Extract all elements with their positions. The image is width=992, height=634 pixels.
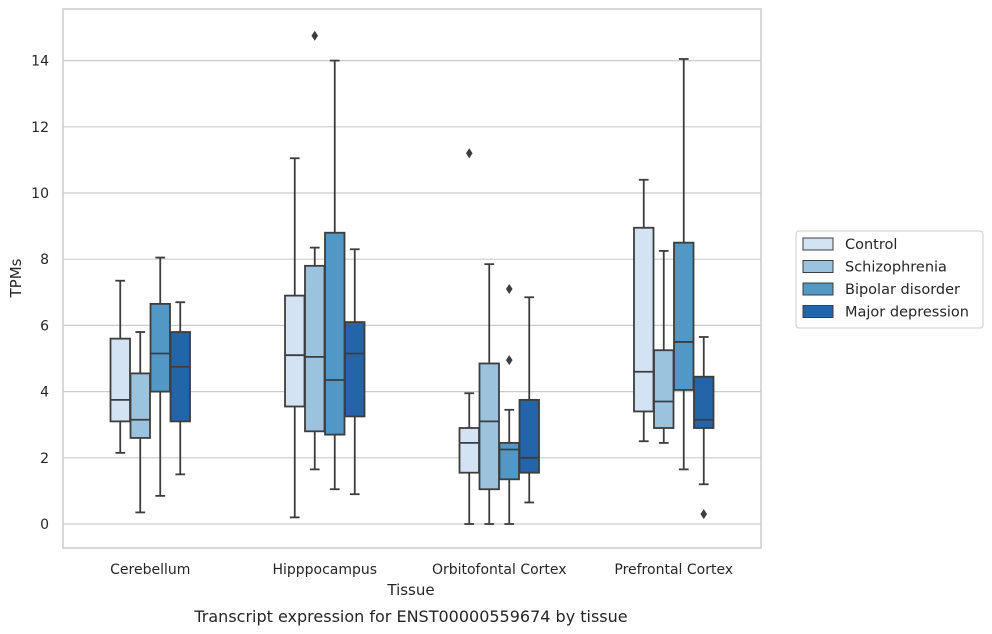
outlier-1 [505,355,513,366]
box-iqr [109,337,131,423]
box-3-0 [633,178,655,443]
outlier-0 [700,509,708,520]
box-iqr [673,241,695,391]
box-1-0 [284,157,306,519]
legend-swatch-3 [802,305,834,318]
outlier-0 [505,283,513,294]
box-iqr [458,427,480,474]
outlier-0 [311,30,319,41]
box-0-3 [169,301,191,476]
y-tick-label-2: 2 [40,451,49,467]
box-0-2 [149,256,171,497]
box-2-1 [478,263,500,525]
y-tick-label-6: 6 [40,318,49,334]
box-iqr [478,362,500,491]
y-tick-labels: 0 2 4 6 8 10 12 14 [31,54,49,533]
box-iqr [304,264,326,433]
box-3-1 [653,250,675,444]
box-iqr [344,321,366,418]
x-tick-label-0: Cerebellum [110,562,190,578]
box-iqr [693,375,715,429]
box-1-1 [304,30,326,471]
y-tick-label-14: 14 [31,54,49,70]
box-iqr [149,302,171,393]
outlier-0 [465,148,473,159]
box-1-2 [324,59,346,491]
box-groups [109,30,715,525]
legend-items: Control Schizophrenia Bipolar disorder Majo… [802,237,969,321]
y-tick-label-12: 12 [31,120,49,136]
x-tick-label-1: Hipppocampus [272,562,377,578]
chart-caption: Transcript expression for ENST0000055967… [193,607,627,626]
box-iqr [653,349,675,429]
legend: Control Schizophrenia Bipolar disorder Majo… [795,230,984,329]
box-2-3 [518,296,540,504]
box-iqr [324,231,346,436]
box-iqr [633,226,655,413]
y-tick-label-0: 0 [40,517,49,533]
legend-swatch-1 [802,260,834,273]
box-2-2 [498,283,520,525]
box-3-3 [693,336,715,520]
y-axis-label: TPMs [7,258,25,298]
x-tick-label-3: Prefrontal Cortex [614,562,733,578]
box-0-0 [109,279,131,454]
box-3-2 [673,58,695,471]
y-tick-label-10: 10 [31,186,49,202]
legend-label-0: Control [845,237,897,253]
legend-label-3: Major depression [845,305,969,321]
plot-frame [62,8,762,549]
x-tick-labels: Cerebellum Hipppocampus Orbitofontal Corte… [110,562,733,578]
x-axis-label: Tissue [386,581,434,599]
y-tick-label-8: 8 [40,252,49,268]
box-1-3 [344,248,366,496]
legend-swatch-0 [802,237,834,251]
box-iqr [284,294,306,408]
legend-frame [795,230,984,329]
box-0-1 [129,331,151,514]
legend-label-1: Schizophrenia [845,260,947,276]
x-tick-label-2: Orbitofontal Cortex [432,562,567,578]
box-iqr [129,372,151,439]
grid-lines [63,59,761,525]
box-2-0 [458,148,480,525]
box-iqr [518,398,540,474]
box-iqr [498,442,520,481]
legend-swatch-2 [802,282,834,296]
legend-label-2: Bipolar disorder [845,282,960,298]
y-tick-label-4: 4 [40,385,49,401]
box-iqr [169,331,191,423]
